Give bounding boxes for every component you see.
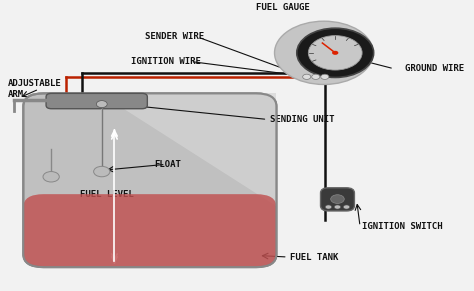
Polygon shape xyxy=(99,93,276,206)
FancyBboxPatch shape xyxy=(23,194,276,267)
FancyBboxPatch shape xyxy=(23,93,276,267)
FancyBboxPatch shape xyxy=(320,188,355,211)
Text: FUEL TANK: FUEL TANK xyxy=(290,253,338,262)
Circle shape xyxy=(321,74,329,79)
Circle shape xyxy=(331,195,344,203)
Text: IGNITION SWITCH: IGNITION SWITCH xyxy=(362,222,443,231)
Text: GROUND WIRE: GROUND WIRE xyxy=(405,64,465,73)
Text: FLOAT: FLOAT xyxy=(155,160,182,169)
Circle shape xyxy=(312,74,320,79)
Circle shape xyxy=(332,51,338,55)
FancyBboxPatch shape xyxy=(46,93,147,109)
Text: SENDER WIRE: SENDER WIRE xyxy=(145,32,204,41)
Circle shape xyxy=(297,28,374,77)
Circle shape xyxy=(303,74,311,79)
Circle shape xyxy=(43,172,59,182)
Circle shape xyxy=(96,101,107,108)
Circle shape xyxy=(325,205,332,209)
Circle shape xyxy=(343,205,350,209)
Circle shape xyxy=(94,166,110,177)
Text: FUEL LEVEL: FUEL LEVEL xyxy=(80,190,134,199)
Circle shape xyxy=(274,21,374,84)
Text: SENDING UNIT: SENDING UNIT xyxy=(270,115,334,124)
Text: IGNITION WIRE: IGNITION WIRE xyxy=(131,57,201,66)
Circle shape xyxy=(308,36,362,70)
Text: ADJUSTABLE
ARM: ADJUSTABLE ARM xyxy=(8,79,61,99)
Circle shape xyxy=(334,205,341,209)
Text: FUEL GAUGE: FUEL GAUGE xyxy=(256,3,310,13)
